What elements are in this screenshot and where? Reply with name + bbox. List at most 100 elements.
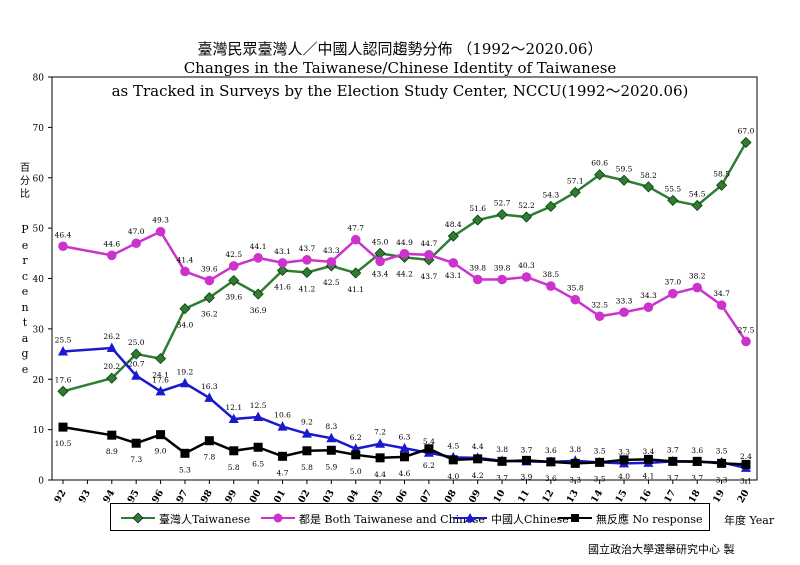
data-label: 39.8 [469, 264, 486, 273]
chart-subtitle-line1: Changes in the Taiwanese/Chinese Identit… [183, 59, 617, 77]
data-label: 3.7 [496, 473, 508, 482]
data-label: 3.5 [594, 474, 606, 483]
data-point-triangle [399, 442, 410, 453]
data-label: 5.3 [179, 465, 191, 474]
data-label: 3.8 [569, 445, 581, 454]
data-label: 4.4 [374, 470, 386, 479]
data-point-square [497, 456, 507, 466]
data-point-diamond [740, 136, 752, 149]
data-label: 47.7 [347, 224, 364, 233]
y-axis-label-en-char: n [21, 300, 29, 314]
data-point-square [253, 442, 263, 452]
data-label: 44.1 [250, 242, 267, 251]
data-label: 20.2 [103, 362, 120, 371]
data-point-circle [106, 250, 117, 261]
x-tick-label: 93 [77, 488, 93, 505]
y-axis-label-zh: 百 分 比 [18, 162, 32, 201]
data-label: 4.7 [277, 468, 289, 477]
data-label: 39.6 [201, 265, 218, 274]
data-label: 43.7 [299, 244, 316, 253]
data-point-circle [180, 266, 190, 277]
data-point-square [692, 456, 702, 466]
legend: 臺灣人Taiwanese 都是 Both Taiwanese and Chine… [110, 503, 710, 531]
data-label: 12.1 [225, 403, 242, 412]
y-tick-label: 60 [33, 174, 45, 184]
data-label: 35.8 [567, 284, 584, 293]
x-axis-label: 年度 Year [724, 514, 775, 527]
series-line [62, 230, 748, 343]
data-point-diamond [252, 288, 264, 300]
data-point-circle [741, 336, 751, 347]
data-label: 10.5 [55, 439, 72, 448]
data-point-square [156, 430, 166, 440]
data-label: 52.2 [518, 201, 535, 210]
data-point-square [351, 450, 361, 460]
data-label: 43.7 [421, 272, 438, 281]
data-point-square [741, 459, 751, 469]
data-label: 7.2 [374, 428, 386, 437]
data-label: 41.4 [177, 255, 194, 264]
series-line [62, 141, 748, 393]
data-point-diamond [520, 211, 533, 223]
data-label: 43.4 [372, 269, 389, 278]
data-point-circle [546, 281, 556, 291]
data-label: 25.5 [55, 336, 72, 345]
data-point-circle [375, 256, 385, 267]
data-label: 4.1 [642, 471, 654, 480]
data-point-square [668, 456, 678, 466]
data-point-circle [716, 300, 727, 310]
data-label: 39.8 [494, 264, 511, 273]
data-point-diamond [57, 385, 69, 397]
y-axis-label-en-char: r [22, 254, 28, 267]
data-point-diamond [106, 372, 118, 384]
data-point-square [619, 455, 629, 465]
data-label: 6.2 [350, 433, 362, 442]
data-label: 58.2 [640, 171, 657, 180]
data-point-diamond [594, 169, 606, 181]
data-label: 55.5 [664, 184, 681, 193]
legend-label: 中國人Chinese [491, 513, 569, 526]
y-axis-label-en-char: e [21, 238, 29, 252]
data-label: 9.2 [301, 418, 313, 427]
y-axis-label-en-char: e [21, 285, 29, 298]
legend-label: 都是 Both Taiwanese and Chinese [299, 513, 485, 526]
data-label: 36.2 [201, 310, 218, 319]
data-point-diamond [350, 267, 362, 279]
data-label: 3.7 [520, 445, 532, 454]
y-tick-label: 0 [38, 477, 44, 487]
data-label: 39.6 [225, 293, 242, 302]
data-point-square [595, 457, 605, 467]
x-tick-label: 19 [711, 488, 727, 505]
data-label: 3.5 [716, 446, 728, 455]
data-label: 41.1 [347, 285, 364, 294]
data-label: 7.8 [203, 453, 215, 462]
data-point-circle [131, 238, 141, 249]
data-point-diamond [569, 186, 581, 198]
legend-marker-circle-icon [261, 513, 295, 523]
data-label: 43.1 [274, 247, 291, 256]
data-point-triangle [277, 421, 288, 431]
data-point-triangle [375, 438, 386, 448]
series-line [62, 346, 747, 470]
data-point-circle [253, 253, 263, 263]
data-label: 6.5 [252, 459, 264, 468]
data-label: 33.3 [616, 296, 633, 305]
data-label: 27.5 [738, 325, 755, 334]
data-point-square [204, 436, 214, 446]
data-point-diamond [496, 208, 508, 221]
legend-marker-square-icon [558, 514, 592, 522]
data-label: 60.6 [591, 159, 608, 168]
data-label: 5.9 [325, 462, 337, 471]
data-label: 48.4 [445, 220, 462, 229]
x-tick-label: 20 [735, 488, 751, 505]
data-point-square [717, 458, 727, 468]
data-label: 54.3 [543, 190, 560, 199]
y-tick-label: 40 [33, 275, 45, 285]
data-point-square [278, 451, 288, 461]
data-point-diamond [130, 348, 142, 360]
data-point-circle [594, 311, 605, 322]
data-point-triangle [301, 428, 312, 438]
data-label: 5.8 [228, 463, 240, 472]
y-axis-label-en-char: P [21, 223, 29, 236]
legend-marker-diamond-icon [121, 512, 155, 524]
